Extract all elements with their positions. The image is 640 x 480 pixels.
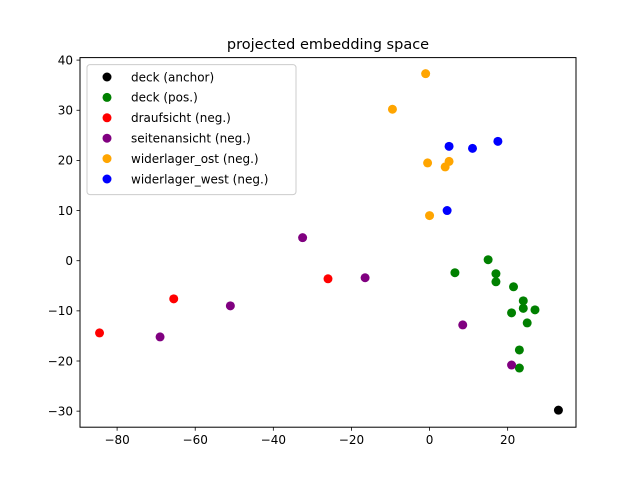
legend-label: widerlager_ost (neg.) [131,152,259,166]
data-point-s3-3 [155,332,165,342]
data-point-s1-3 [491,277,501,287]
data-point-s1-1 [450,268,460,278]
data-point-s0-0 [553,405,563,415]
data-point-s1-6 [518,303,528,313]
legend-label: deck (anchor) [131,70,214,84]
legend-marker [102,174,112,184]
legend-label: deck (pos.) [131,91,198,105]
data-point-s4-1 [387,104,397,114]
data-point-s1-4 [509,282,519,292]
x-axis: −80 −60 −40 −20 0 20 [104,427,515,447]
legend: deck (anchor) deck (pos.) draufsicht (neg.… [86,64,297,196]
data-point-s4-0 [421,69,431,79]
y-tick-label: 30 [58,104,73,118]
legend-label: draufsicht (neg.) [131,111,231,125]
y-tick-label: 20 [58,154,73,168]
data-point-s5-2 [493,136,503,146]
data-point-s1-11 [514,363,524,373]
data-point-s1-0 [483,255,493,265]
y-tick-label: 0 [65,254,73,268]
y-tick-label: 10 [58,204,73,218]
data-point-s3-2 [225,301,235,311]
data-point-s2-0 [95,328,105,338]
data-point-s4-4 [440,162,450,172]
legend-marker [102,113,112,123]
legend-marker [102,72,112,82]
data-point-s5-0 [444,141,454,151]
x-tick-label: −40 [261,433,286,447]
data-point-s1-10 [514,345,524,355]
data-point-s1-9 [522,318,532,328]
data-point-s3-0 [298,233,308,243]
data-point-s1-2 [491,269,501,279]
x-tick-label: 0 [426,433,434,447]
data-point-s3-5 [507,360,517,370]
data-point-s5-1 [468,143,478,153]
data-point-s3-4 [458,320,468,330]
y-axis: −30 −20 −10 0 10 20 30 40 [48,53,80,418]
legend-label: widerlager_west (neg.) [131,172,268,186]
y-tick-label: −10 [48,304,73,318]
data-point-s4-2 [423,158,433,168]
data-point-s1-8 [507,308,517,318]
y-tick-label: −20 [48,354,73,368]
data-point-s4-5 [425,211,435,221]
x-tick-label: 20 [500,433,515,447]
data-point-s2-1 [169,294,179,304]
data-point-s1-5 [518,296,528,306]
chart-title: projected embedding space [227,37,429,53]
data-point-s3-1 [360,273,370,283]
legend-marker [102,92,112,102]
legend-marker [102,154,112,164]
y-tick-label: −30 [48,404,73,418]
legend-marker [102,133,112,143]
points-layer [95,69,563,415]
data-point-s2-2 [323,274,333,284]
x-tick-label: −80 [104,433,129,447]
data-point-s1-7 [530,305,540,315]
y-tick-label: 40 [58,53,73,67]
x-tick-label: −20 [339,433,364,447]
x-tick-label: −60 [183,433,208,447]
legend-frame [86,64,297,196]
legend-label: seitenansicht (neg.) [131,132,251,146]
data-point-s5-3 [442,206,452,216]
plot-frame [79,57,577,428]
